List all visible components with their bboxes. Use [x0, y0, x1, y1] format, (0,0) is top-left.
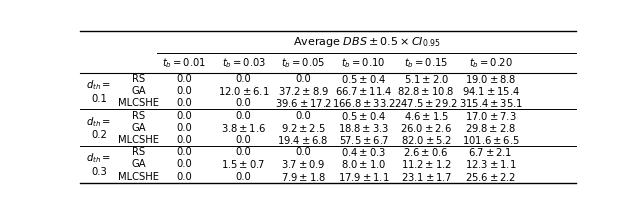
Text: $0.4\pm0.3$: $0.4\pm0.3$ [341, 146, 387, 158]
Text: $0.5\pm0.4$: $0.5\pm0.4$ [341, 110, 387, 122]
Text: 0.0: 0.0 [176, 98, 192, 108]
Text: $12.0\pm6.1$: $12.0\pm6.1$ [218, 85, 269, 97]
Text: $d_{th} =$
0.1: $d_{th} =$ 0.1 [86, 78, 111, 104]
Text: $57.5\pm6.7$: $57.5\pm6.7$ [339, 134, 388, 146]
Text: 0.0: 0.0 [176, 171, 192, 181]
Text: $26.0\pm2.6$: $26.0\pm2.6$ [400, 122, 452, 134]
Text: $19.4\pm6.8$: $19.4\pm6.8$ [278, 134, 329, 146]
Text: 0.0: 0.0 [176, 135, 192, 145]
Text: MLCSHE: MLCSHE [118, 98, 159, 108]
Text: $66.7\pm11.4$: $66.7\pm11.4$ [335, 85, 392, 97]
Text: $3.8\pm1.6$: $3.8\pm1.6$ [221, 122, 266, 134]
Text: 0.0: 0.0 [295, 147, 311, 157]
Text: GA: GA [131, 86, 146, 96]
Text: 0.0: 0.0 [236, 171, 252, 181]
Text: $39.6\pm17.2$: $39.6\pm17.2$ [275, 97, 332, 109]
Text: $19.0\pm8.8$: $19.0\pm8.8$ [465, 73, 516, 85]
Text: 0.0: 0.0 [176, 86, 192, 96]
Text: $5.1\pm2.0$: $5.1\pm2.0$ [404, 73, 449, 85]
Text: $3.7\pm0.9$: $3.7\pm0.9$ [281, 158, 326, 170]
Text: $t_b = 0.20$: $t_b = 0.20$ [468, 56, 513, 70]
Text: 0.0: 0.0 [295, 110, 311, 120]
Text: 0.0: 0.0 [176, 110, 192, 120]
Text: $t_b = 0.10$: $t_b = 0.10$ [342, 56, 386, 70]
Text: 0.0: 0.0 [236, 135, 252, 145]
Text: $6.7\pm2.1$: $6.7\pm2.1$ [468, 146, 513, 158]
Text: 0.0: 0.0 [176, 159, 192, 169]
Text: RS: RS [132, 110, 145, 120]
Text: MLCSHE: MLCSHE [118, 171, 159, 181]
Text: 0.0: 0.0 [236, 147, 252, 157]
Text: $23.1\pm1.7$: $23.1\pm1.7$ [401, 171, 452, 182]
Text: $t_b = 0.03$: $t_b = 0.03$ [221, 56, 266, 70]
Text: 0.0: 0.0 [176, 147, 192, 157]
Text: $29.8\pm2.8$: $29.8\pm2.8$ [465, 122, 516, 134]
Text: $25.6\pm2.2$: $25.6\pm2.2$ [465, 171, 516, 182]
Text: $d_{th} =$
0.2: $d_{th} =$ 0.2 [86, 115, 111, 140]
Text: RS: RS [132, 147, 145, 157]
Text: $82.8\pm10.8$: $82.8\pm10.8$ [397, 85, 455, 97]
Text: $8.0\pm1.0$: $8.0\pm1.0$ [341, 158, 387, 170]
Text: $2.6\pm0.6$: $2.6\pm0.6$ [403, 146, 449, 158]
Text: $1.5\pm0.7$: $1.5\pm0.7$ [221, 158, 266, 170]
Text: $166.8\pm33.2$: $166.8\pm33.2$ [332, 97, 396, 109]
Text: 0.0: 0.0 [236, 74, 252, 84]
Text: $82.0\pm5.2$: $82.0\pm5.2$ [401, 134, 452, 146]
Text: $d_{th} =$
0.3: $d_{th} =$ 0.3 [86, 152, 111, 177]
Text: $11.2\pm1.2$: $11.2\pm1.2$ [401, 158, 451, 170]
Text: RS: RS [132, 74, 145, 84]
Text: $t_b = 0.01$: $t_b = 0.01$ [162, 56, 206, 70]
Text: $4.6\pm1.5$: $4.6\pm1.5$ [404, 110, 449, 122]
Text: $17.0\pm7.3$: $17.0\pm7.3$ [465, 110, 516, 122]
Text: $0.5\pm0.4$: $0.5\pm0.4$ [341, 73, 387, 85]
Text: 0.0: 0.0 [176, 74, 192, 84]
Text: GA: GA [131, 159, 146, 169]
Text: $101.6\pm6.5$: $101.6\pm6.5$ [461, 134, 520, 146]
Text: $7.9\pm1.8$: $7.9\pm1.8$ [281, 171, 326, 182]
Text: $18.8\pm3.3$: $18.8\pm3.3$ [338, 122, 389, 134]
Text: $17.9\pm1.1$: $17.9\pm1.1$ [338, 171, 390, 182]
Text: 0.0: 0.0 [236, 98, 252, 108]
Text: $t_b = 0.15$: $t_b = 0.15$ [404, 56, 449, 70]
Text: 0.0: 0.0 [176, 123, 192, 133]
Text: Average $DBS\pm0.5\times CI_{0.95}$: Average $DBS\pm0.5\times CI_{0.95}$ [292, 35, 440, 49]
Text: MLCSHE: MLCSHE [118, 135, 159, 145]
Text: $247.5\pm29.2$: $247.5\pm29.2$ [394, 97, 458, 109]
Text: $t_b = 0.05$: $t_b = 0.05$ [281, 56, 325, 70]
Text: $9.2\pm2.5$: $9.2\pm2.5$ [281, 122, 326, 134]
Text: 0.0: 0.0 [295, 74, 311, 84]
Text: GA: GA [131, 123, 146, 133]
Text: $12.3\pm1.1$: $12.3\pm1.1$ [465, 158, 516, 170]
Text: $315.4\pm35.1$: $315.4\pm35.1$ [459, 97, 523, 109]
Text: 0.0: 0.0 [236, 110, 252, 120]
Text: $94.1\pm15.4$: $94.1\pm15.4$ [461, 85, 520, 97]
Text: $37.2\pm8.9$: $37.2\pm8.9$ [278, 85, 329, 97]
